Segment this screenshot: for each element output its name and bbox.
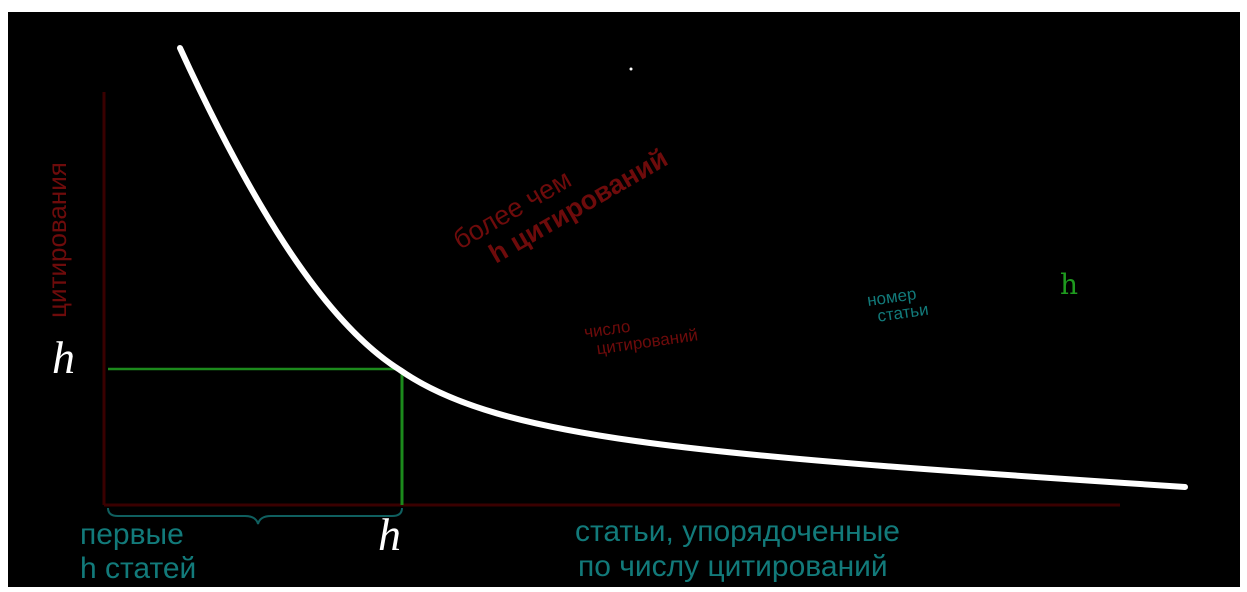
first-h-label-line1: первые: [80, 518, 184, 551]
stray-dot: [629, 67, 633, 71]
x-axis-label-line1: статьи, упорядоченные: [575, 515, 900, 548]
diagram-background: [8, 12, 1240, 587]
h-axis-marker-x: h: [378, 509, 401, 560]
citation-curve: [177, 45, 1188, 490]
first-h-brace: [107, 507, 403, 525]
h-green-label: h: [1060, 268, 1078, 301]
x-axis-label-line2: по числу цитирований: [578, 550, 888, 583]
first-h-label-line2: h статей: [80, 552, 196, 585]
y-axis-label: цитирования: [42, 162, 72, 318]
h-axis-marker-y: h: [52, 332, 75, 383]
